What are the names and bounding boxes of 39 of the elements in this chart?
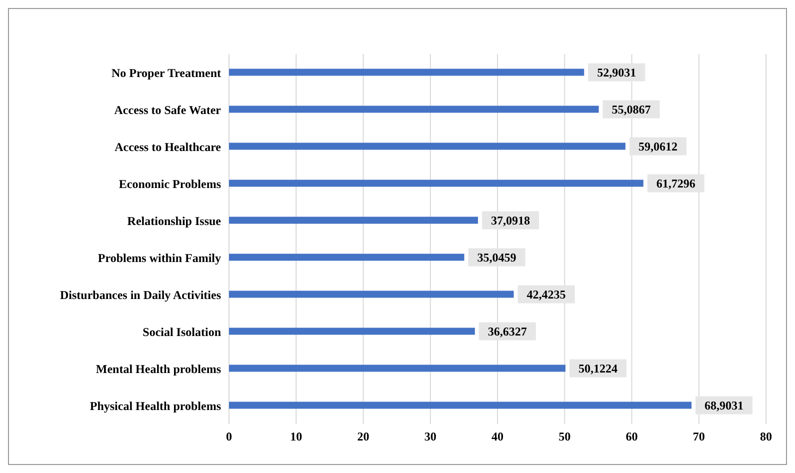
y-tick-label: Relationship Issue: [127, 214, 222, 228]
y-tick-label: Disturbances in Daily Activities: [60, 288, 222, 302]
x-tick-label: 50: [558, 430, 571, 444]
x-tick-label: 10: [290, 430, 302, 444]
x-tick-label: 60: [626, 430, 638, 444]
y-tick-label: Problems within Family: [98, 250, 221, 265]
y-tick-label: No Proper Treatment: [111, 66, 221, 80]
data-label: 37,0918: [490, 213, 530, 228]
data-label: 36,6327: [488, 324, 527, 338]
x-tick-label: 30: [424, 430, 436, 444]
bar: [229, 402, 692, 409]
data-label: 59,0612: [638, 139, 678, 154]
x-tick-label: 80: [760, 430, 772, 444]
data-label: 50,1224: [578, 361, 618, 376]
bar: [229, 364, 566, 372]
data-label: 35,0459: [477, 250, 516, 264]
x-tick-label: 20: [357, 430, 370, 444]
bar: [229, 290, 514, 298]
y-tick-label: Economic Problems: [118, 176, 222, 191]
bar: [229, 106, 599, 113]
data-label: 68,9031: [704, 398, 744, 412]
y-tick-label: Access to Healthcare: [114, 140, 222, 154]
x-tick-label: 70: [692, 430, 705, 444]
bar: [229, 216, 478, 224]
data-label: 61,7296: [656, 176, 696, 190]
y-tick-label: Mental Health problems: [96, 362, 222, 376]
y-tick-label: Access to Safe Water: [114, 102, 222, 117]
bar: [229, 254, 464, 261]
data-label: 52,9031: [597, 65, 636, 80]
bar: [229, 142, 626, 150]
x-tick-label: 40: [492, 430, 504, 444]
bar: [229, 68, 584, 76]
data-label: 55,0867: [612, 102, 651, 116]
data-label: 42,4235: [526, 287, 566, 302]
bar: [229, 328, 475, 335]
bar: [229, 180, 644, 187]
y-tick-label: Social Isolation: [142, 324, 222, 339]
x-tick-label: 0: [226, 430, 232, 444]
y-tick-label: Physical Health problems: [90, 398, 222, 413]
